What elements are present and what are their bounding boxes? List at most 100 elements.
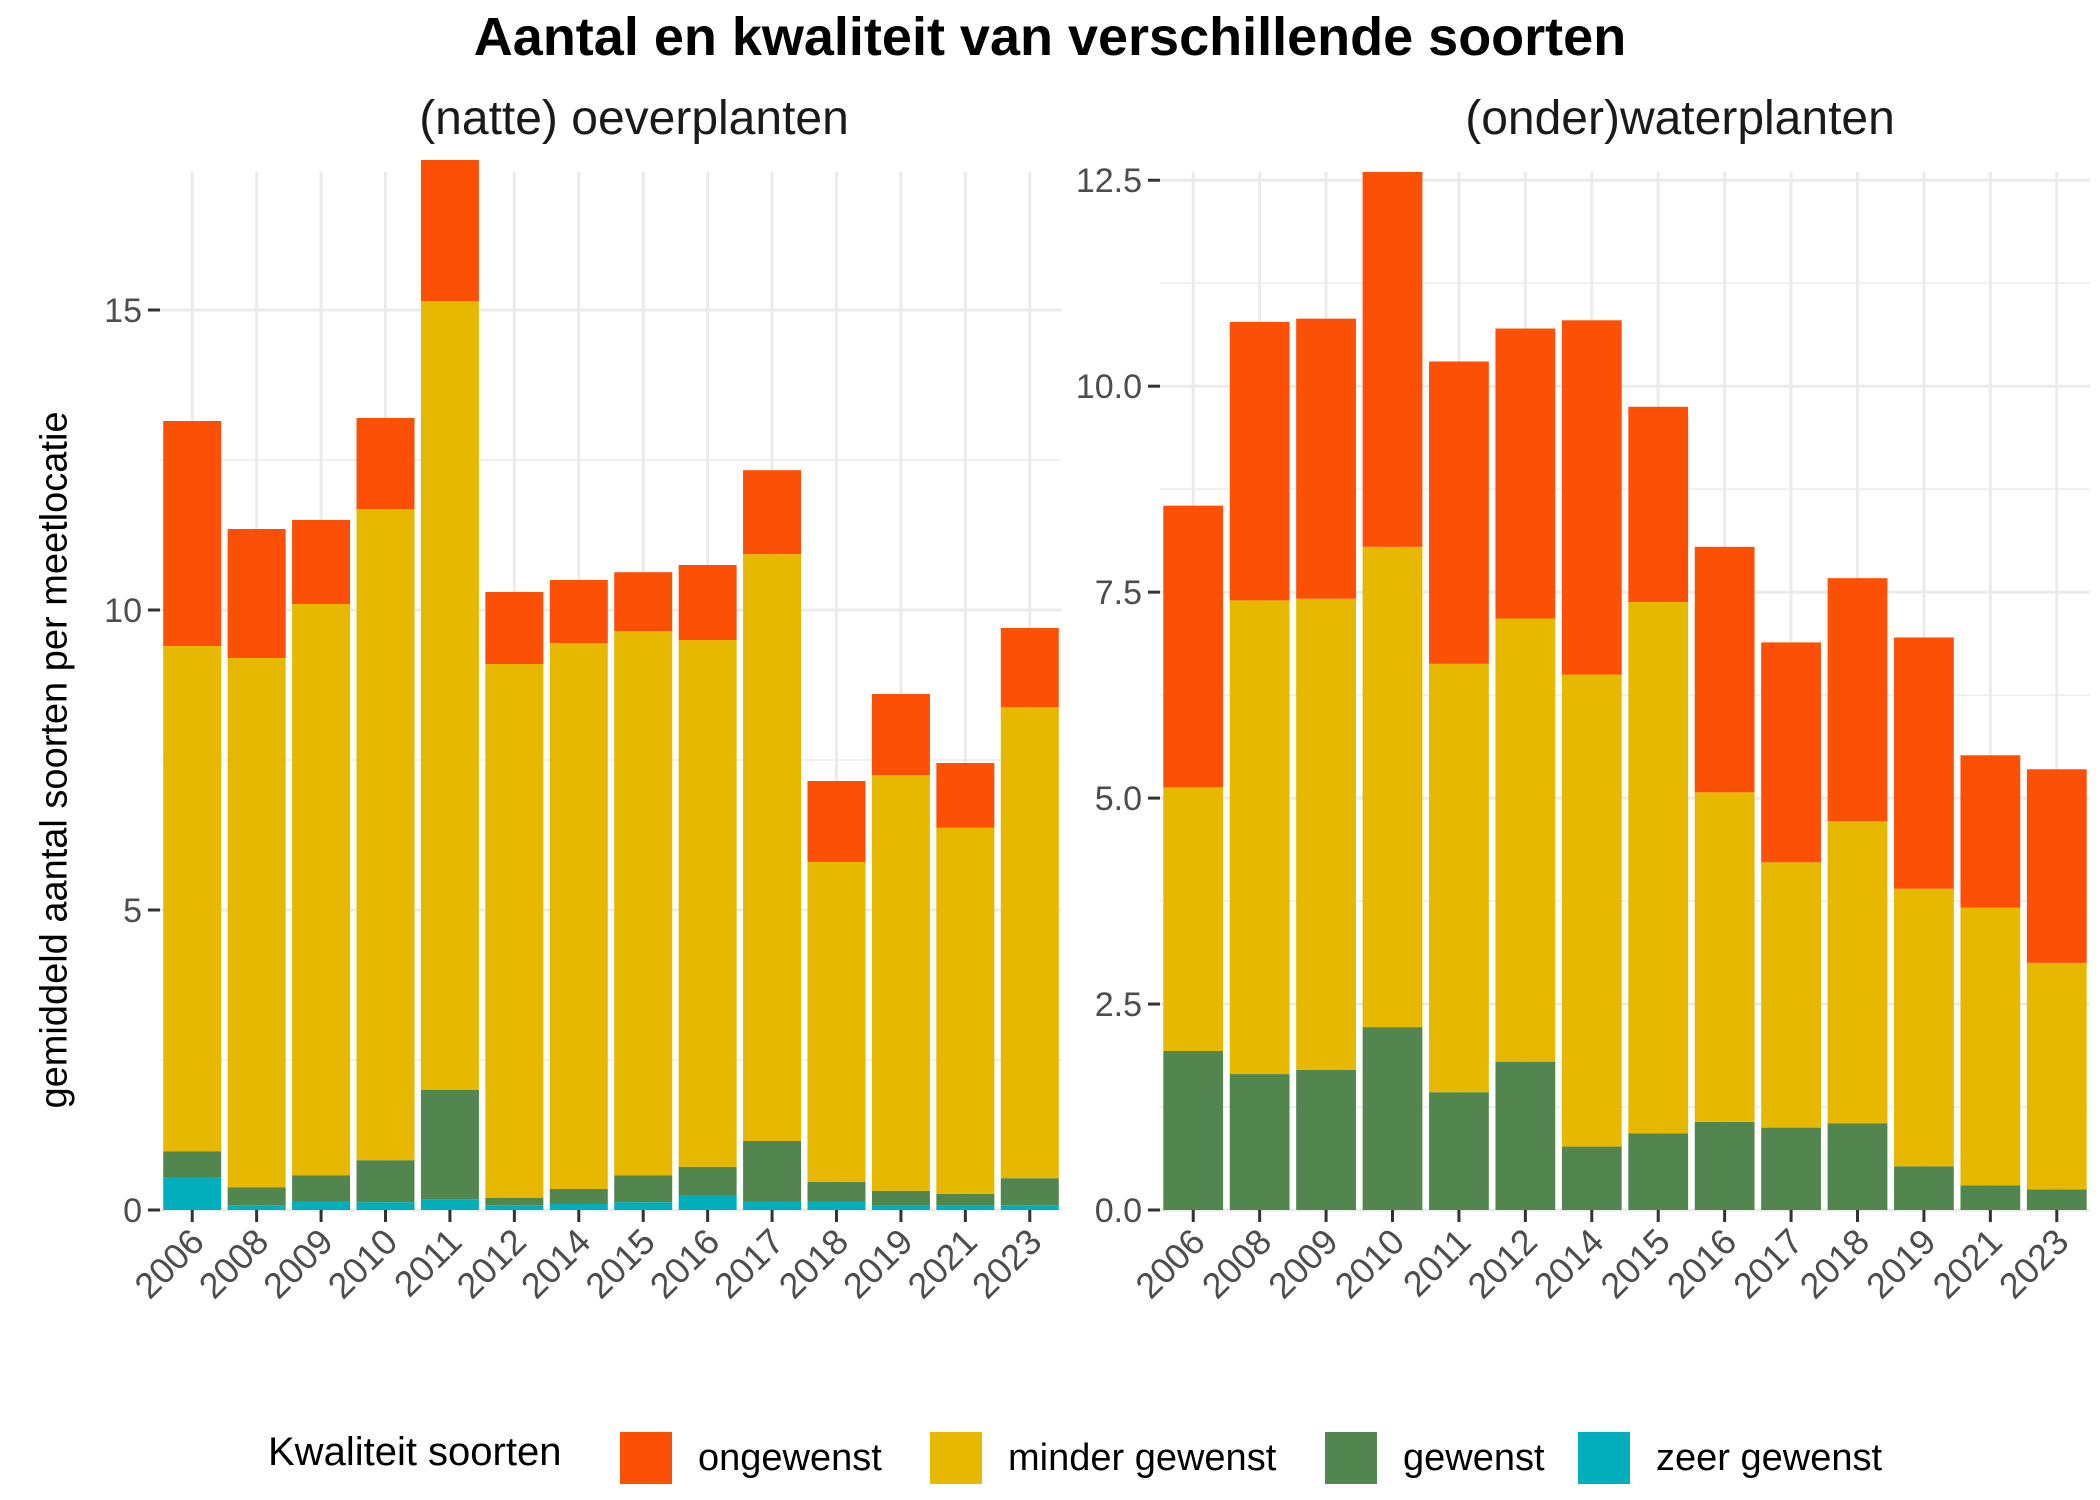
panel-title: (onder)waterplanten <box>1465 92 1895 145</box>
y-tick-label: 0 <box>123 1192 142 1230</box>
bar-gewenst-2016 <box>678 1166 737 1195</box>
y-tick-label: 7.5 <box>1095 574 1142 612</box>
bar-ongewenst-2017 <box>1761 642 1821 863</box>
bar-gewenst-2008 <box>1229 1074 1290 1210</box>
x-tick-label: 2009 <box>1260 1221 1346 1307</box>
bar-gewenst-2017 <box>743 1141 802 1201</box>
bar-gewenst-2009 <box>1296 1069 1356 1210</box>
y-tick-label: 10.0 <box>1076 368 1142 406</box>
bar-gewenst-2016 <box>1694 1121 1755 1210</box>
bar-minder-gewenst-2018 <box>807 862 866 1182</box>
bar-ongewenst-2008 <box>227 529 286 658</box>
x-tick-label: 2023 <box>1991 1221 2077 1307</box>
legend: Kwaliteit soorten ongewenst minder gewen… <box>0 1430 2100 1490</box>
bar-ongewenst-2006 <box>1163 505 1224 788</box>
bar-gewenst-2010 <box>1362 1027 1423 1210</box>
bar-ongewenst-2011 <box>1429 361 1489 664</box>
bar-minder-gewenst-2006 <box>1163 787 1224 1052</box>
x-tick-label: 2017 <box>706 1221 792 1307</box>
x-tick-label: 2014 <box>513 1221 599 1307</box>
bar-gewenst-2012 <box>1495 1061 1556 1210</box>
x-tick-label: 2016 <box>642 1221 728 1307</box>
bar-gewenst-2009 <box>292 1175 351 1201</box>
bar-zeer-gewenst-2010 <box>356 1202 415 1210</box>
x-tick-label: 2014 <box>1526 1221 1612 1307</box>
panel-title: (natte) oeverplanten <box>419 92 849 145</box>
bar-gewenst-2017 <box>1761 1127 1821 1210</box>
bar-minder-gewenst-2014 <box>549 643 608 1189</box>
bar-minder-gewenst-2011 <box>420 301 479 1090</box>
bar-minder-gewenst-2012 <box>485 664 544 1198</box>
bar-gewenst-2014 <box>549 1189 608 1204</box>
bar-gewenst-2018 <box>807 1181 866 1201</box>
bar-ongewenst-2016 <box>678 565 737 640</box>
legend-label-gewenst: gewenst <box>1403 1437 1545 1479</box>
bar-gewenst-2018 <box>1827 1123 1888 1210</box>
legend-label-ongewenst: ongewenst <box>698 1437 882 1479</box>
bar-ongewenst-2014 <box>1561 320 1622 675</box>
bar-gewenst-2019 <box>871 1190 930 1206</box>
bar-minder-gewenst-2016 <box>678 640 737 1167</box>
bar-zeer-gewenst-2012 <box>485 1205 544 1210</box>
bar-ongewenst-2019 <box>1894 637 1954 889</box>
bar-gewenst-2006 <box>1163 1051 1224 1210</box>
bar-gewenst-2023 <box>2026 1189 2087 1210</box>
legend-label-minder-gewenst: minder gewenst <box>1008 1437 1277 1479</box>
panel-1: 0510152006200820092010201120122014201520… <box>104 92 1062 1306</box>
bar-ongewenst-2019 <box>871 694 930 775</box>
x-tick-label: 2008 <box>1194 1221 1280 1307</box>
charts-area: 0510152006200820092010201120122014201520… <box>104 92 2090 1307</box>
bar-ongewenst-2008 <box>1229 321 1290 601</box>
bar-ongewenst-2014 <box>549 580 608 643</box>
y-tick-label: 12.5 <box>1076 162 1142 200</box>
bar-ongewenst-2018 <box>1827 578 1888 822</box>
bar-zeer-gewenst-2023 <box>1000 1205 1059 1210</box>
bar-minder-gewenst-2011 <box>1429 663 1489 1093</box>
bar-minder-gewenst-2019 <box>871 775 930 1191</box>
bar-ongewenst-2015 <box>614 572 673 631</box>
x-tick-label: 2017 <box>1725 1221 1811 1307</box>
x-tick-label: 2018 <box>1792 1221 1878 1307</box>
bar-ongewenst-2023 <box>1000 628 1059 708</box>
bar-minder-gewenst-2008 <box>227 658 286 1188</box>
bar-zeer-gewenst-2014 <box>549 1204 608 1210</box>
bar-zeer-gewenst-2006 <box>163 1177 222 1210</box>
y-tick-label: 10 <box>104 592 142 630</box>
bar-minder-gewenst-2006 <box>163 646 222 1152</box>
chart-title: Aantal en kwaliteit van verschillende so… <box>473 7 1627 67</box>
bar-gewenst-2019 <box>1894 1166 1954 1210</box>
bar-ongewenst-2010 <box>356 418 415 510</box>
bar-minder-gewenst-2016 <box>1694 792 1755 1122</box>
bar-ongewenst-2017 <box>743 470 802 555</box>
legend-key-ongewenst <box>620 1432 672 1484</box>
x-tick-label: 2015 <box>577 1221 663 1307</box>
bar-minder-gewenst-2014 <box>1561 674 1622 1147</box>
bar-zeer-gewenst-2011 <box>420 1199 479 1210</box>
bar-gewenst-2015 <box>614 1175 673 1203</box>
bar-minder-gewenst-2010 <box>1362 546 1423 1028</box>
x-tick-label: 2018 <box>771 1221 857 1307</box>
bar-minder-gewenst-2009 <box>292 604 351 1176</box>
x-tick-label: 2019 <box>1858 1221 1944 1307</box>
bar-gewenst-2012 <box>485 1198 544 1206</box>
x-tick-label: 2010 <box>320 1221 406 1307</box>
x-tick-label: 2009 <box>255 1221 341 1307</box>
bar-gewenst-2015 <box>1628 1133 1689 1210</box>
bar-ongewenst-2012 <box>1495 328 1556 619</box>
x-tick-label: 2010 <box>1327 1221 1413 1307</box>
bar-minder-gewenst-2017 <box>743 554 802 1141</box>
bar-ongewenst-2023 <box>2026 769 2087 963</box>
bar-ongewenst-2015 <box>1628 406 1689 603</box>
bar-minder-gewenst-2018 <box>1827 821 1888 1124</box>
x-tick-label: 2019 <box>835 1221 921 1307</box>
bar-zeer-gewenst-2015 <box>614 1202 673 1210</box>
legend-key-zeer-gewenst <box>1578 1432 1630 1484</box>
bar-gewenst-2011 <box>420 1090 479 1200</box>
bar-zeer-gewenst-2018 <box>807 1201 866 1210</box>
x-tick-label: 2008 <box>191 1221 277 1307</box>
bar-gewenst-2011 <box>1429 1092 1489 1210</box>
bar-gewenst-2010 <box>356 1160 415 1203</box>
bar-ongewenst-2021 <box>936 763 995 828</box>
bar-minder-gewenst-2023 <box>2026 962 2087 1190</box>
bar-ongewenst-2012 <box>485 592 544 664</box>
